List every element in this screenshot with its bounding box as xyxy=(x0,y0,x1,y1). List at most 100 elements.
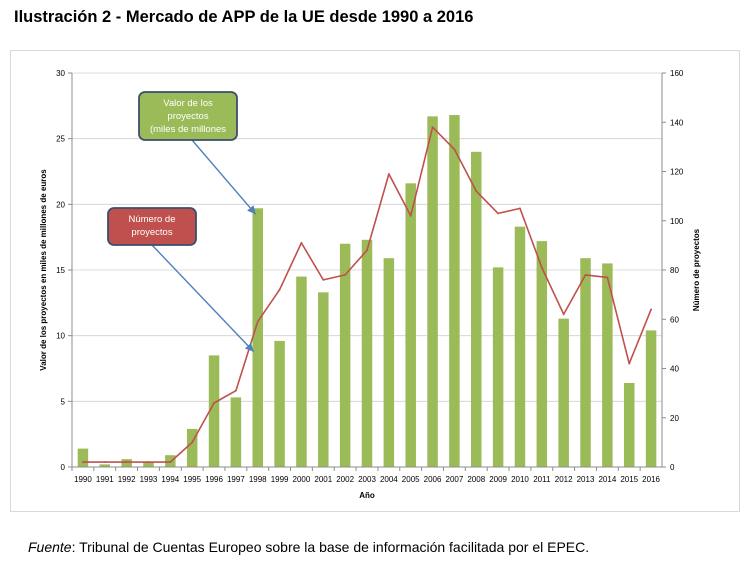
bar-1992 xyxy=(121,459,132,467)
x-tick-label: 2005 xyxy=(402,475,420,484)
line-point-2011 xyxy=(540,266,543,269)
callout-arrow xyxy=(151,244,255,353)
line-point-1992 xyxy=(125,461,128,463)
y2-tick-label: 160 xyxy=(670,69,684,78)
y2-tick-label: 80 xyxy=(670,266,679,275)
page-title: Ilustración 2 - Mercado de APP de la UE … xyxy=(14,8,474,26)
line-point-2002 xyxy=(344,274,347,276)
y2-axis-label: Número de proyectos xyxy=(692,228,701,311)
source-note: Fuente: Tribunal de Cuentas Europeo sobr… xyxy=(28,539,589,555)
y2-tick-label: 120 xyxy=(670,168,684,177)
y-tick-label: 0 xyxy=(61,463,66,472)
source-label: Fuente xyxy=(28,539,72,555)
line-point-2013 xyxy=(584,274,587,276)
line-point-1994 xyxy=(169,461,172,463)
y2-tick-label: 0 xyxy=(670,463,675,472)
x-tick-label: 2004 xyxy=(380,475,398,484)
bar-1999 xyxy=(274,340,285,467)
bar-2001 xyxy=(318,292,329,467)
callout-arrow xyxy=(191,139,257,215)
bar-2006 xyxy=(427,116,438,467)
line-point-1997 xyxy=(234,389,237,392)
bar-2004 xyxy=(383,258,395,467)
bar-1998 xyxy=(252,208,263,468)
bar-2016 xyxy=(645,330,657,467)
x-tick-label: 2008 xyxy=(467,475,485,484)
bar-2000 xyxy=(296,276,307,467)
source-text: : Tribunal de Cuentas Europeo sobre la b… xyxy=(71,539,590,555)
line-point-2000 xyxy=(300,242,303,244)
line-point-2014 xyxy=(606,276,609,279)
x-tick-label: 2000 xyxy=(293,475,311,484)
x-tick-label: 1994 xyxy=(161,475,179,484)
line-point-1996 xyxy=(213,402,215,404)
line-point-1999 xyxy=(278,288,281,291)
callout-box xyxy=(138,91,238,141)
line-point-2007 xyxy=(453,148,456,151)
line-point-1998 xyxy=(256,320,259,323)
x-tick-label: 1990 xyxy=(74,475,92,484)
x-tick-label: 1997 xyxy=(227,475,245,484)
line-point-2015 xyxy=(628,362,631,365)
callout-box xyxy=(107,207,197,246)
x-axis-label: Año xyxy=(359,491,375,500)
bar-series xyxy=(77,115,657,468)
callout-text: proyectos xyxy=(131,227,172,238)
chart-frame: 0 5 10 15 20 25 30 0 20 40 60 80 100 120 140 160 1990 1… xyxy=(10,50,740,512)
bar-2009 xyxy=(492,267,504,467)
y2-tick-label: 40 xyxy=(670,365,679,374)
x-tick-label: 2014 xyxy=(598,475,616,484)
x-tick-label: 1995 xyxy=(183,475,201,484)
y2-tick-label: 140 xyxy=(670,118,684,127)
bar-2015 xyxy=(623,382,635,467)
callouts: Valor de los proyectos (miles de millones N… xyxy=(107,91,257,353)
line-point-1995 xyxy=(191,441,194,444)
y2-tick-label: 100 xyxy=(670,217,684,226)
y2-tick-label: 20 xyxy=(670,414,679,423)
bar-1993 xyxy=(143,461,154,467)
y-tick-label: 20 xyxy=(56,200,65,209)
line-point-1991 xyxy=(103,461,106,463)
line-point-2005 xyxy=(409,214,412,217)
y-tick-label: 30 xyxy=(56,69,65,78)
callout-text: Número de xyxy=(129,214,176,225)
x-tick-label: 1991 xyxy=(96,475,114,484)
line-point-2001 xyxy=(322,278,325,281)
bar-2003 xyxy=(361,239,373,467)
bar-1991 xyxy=(99,464,111,467)
x-tick-label: 2001 xyxy=(314,475,332,484)
x-tick-label: 2015 xyxy=(620,475,638,484)
bar-1995 xyxy=(186,428,198,467)
x-tick-label: 2010 xyxy=(511,475,529,484)
x-axis-ticks: 1990 1991 1992 1993 1994 1995 1996 1997 1998 1999… xyxy=(71,467,661,484)
x-tick-label: 2016 xyxy=(642,475,660,484)
line-point-1993 xyxy=(147,461,150,463)
bar-2012 xyxy=(558,318,569,467)
bar-2005 xyxy=(405,183,416,467)
left-axis-ticks: 0 5 10 15 20 25 30 xyxy=(56,69,72,472)
bar-2013 xyxy=(580,258,591,467)
y-axis-label: Valor de los proyectos en miles de millo… xyxy=(39,169,48,371)
bar-1996 xyxy=(208,355,220,467)
bar-2014 xyxy=(602,263,613,467)
y-tick-label: 15 xyxy=(56,266,65,275)
x-tick-label: 2007 xyxy=(446,475,464,484)
x-tick-label: 1992 xyxy=(118,475,136,484)
y-tick-label: 5 xyxy=(61,397,66,406)
line-series xyxy=(82,126,652,463)
line-point-2016 xyxy=(650,308,652,311)
bar-1997 xyxy=(230,397,242,467)
bar-2002 xyxy=(339,243,351,467)
line-point-1990 xyxy=(82,461,84,463)
callout-text: (miles de millones xyxy=(150,124,226,135)
x-tick-label: 1999 xyxy=(271,475,289,484)
line-point-2009 xyxy=(497,212,500,215)
bar-2008 xyxy=(471,151,482,468)
x-tick-label: 2009 xyxy=(489,475,507,484)
right-axis-ticks: 0 20 40 60 80 100 120 140 160 xyxy=(662,69,684,472)
x-tick-label: 1993 xyxy=(140,475,158,484)
x-tick-label: 2003 xyxy=(358,475,376,484)
line-point-2008 xyxy=(475,190,478,193)
x-tick-label: 1996 xyxy=(205,475,223,484)
bar-2010 xyxy=(514,226,526,467)
